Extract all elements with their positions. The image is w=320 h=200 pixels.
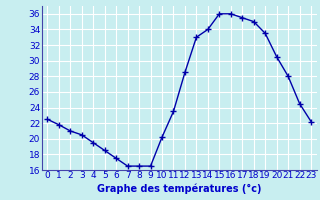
X-axis label: Graphe des températures (°c): Graphe des températures (°c) xyxy=(97,183,261,194)
